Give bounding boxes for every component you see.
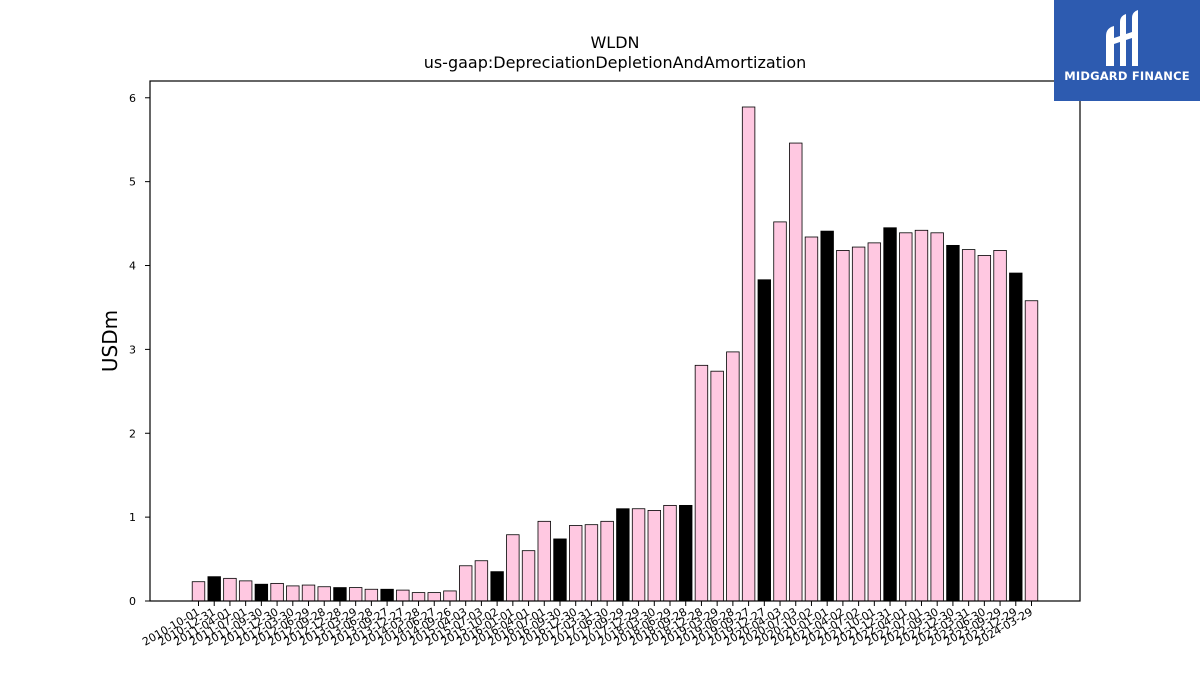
midgard-finance-logo: MIDGARD FINANCE <box>1054 0 1200 101</box>
bar-2011-09-30 <box>254 583 269 602</box>
y-axis-label: USDm <box>98 310 122 372</box>
y-tick-label: 5 <box>129 176 136 189</box>
bar-2012-09-28 <box>317 586 331 602</box>
x-ticks: 2010-10-012010-12-312011-04-012011-07-01… <box>140 601 1035 649</box>
bar-2011-12-30 <box>270 582 284 602</box>
logo-text: MIDGARD FINANCE <box>1064 69 1190 83</box>
bar-2017-03-31 <box>584 524 599 602</box>
y-tick-label: 1 <box>129 511 136 524</box>
bar-2023-03-31 <box>961 249 976 602</box>
bar-2022-04-01 <box>899 232 913 602</box>
bar-2012-12-28 <box>333 587 347 602</box>
bar-2017-06-30 <box>600 520 614 602</box>
bar-2014-06-27 <box>427 592 441 602</box>
y-tick-label: 3 <box>129 343 136 356</box>
bar-2010-12-31 <box>207 576 221 602</box>
bar-2014-03-28 <box>411 592 426 602</box>
bar-2015-07-03 <box>474 560 489 602</box>
bar-2018-12-28 <box>694 364 709 602</box>
bar-2016-01-01 <box>506 534 520 602</box>
bar-2022-09-30 <box>930 232 944 602</box>
bar-2022-12-30 <box>946 244 960 602</box>
bar-2010-10-01 <box>191 581 206 602</box>
bar-2013-09-27 <box>380 588 394 602</box>
bar-2023-12-29 <box>1009 272 1023 602</box>
bar-2020-07-03 <box>789 142 803 602</box>
bar-2016-04-01 <box>521 550 536 602</box>
bar-2011-07-01 <box>238 580 253 602</box>
chart-subtitle: us-gaap:DepreciationDepletionAndAmortiza… <box>424 53 807 72</box>
bar-2016-07-01 <box>537 520 551 602</box>
bar-2024-03-29 <box>1024 300 1039 602</box>
bar-2023-06-30 <box>977 255 992 602</box>
plot-frame <box>149 80 1081 602</box>
bar-2021-12-31 <box>883 227 897 602</box>
logo-mark-icon <box>1106 10 1138 66</box>
bar-2021-10-01 <box>867 242 882 602</box>
bar-2015-04-03 <box>458 565 473 602</box>
bar-2017-09-29 <box>616 508 630 602</box>
bar-2013-06-28 <box>364 588 379 602</box>
bar-2015-10-02 <box>490 571 504 602</box>
y-tick-label: 0 <box>129 595 136 608</box>
bar-2021-07-02 <box>851 246 866 602</box>
bar-2016-12-30 <box>569 525 583 602</box>
bar-2022-07-01 <box>914 229 929 602</box>
bar-2019-09-27 <box>741 106 756 602</box>
y-tick-label: 2 <box>129 427 136 440</box>
bar-2020-10-02 <box>804 236 819 602</box>
y-ticks: 0 1 2 3 4 5 6 <box>129 92 150 608</box>
bar-2011-04-01 <box>223 577 237 602</box>
bar-2020-04-03 <box>773 221 787 602</box>
bar-2019-03-29 <box>710 370 724 602</box>
bar-2019-06-28 <box>726 351 740 602</box>
bar-2019-12-27 <box>757 279 771 602</box>
bar-2016-09-30 <box>553 538 567 602</box>
bar-2012-03-30 <box>286 585 300 602</box>
bar-2018-03-30 <box>647 510 661 602</box>
bars-layer <box>191 106 1039 602</box>
bar-2017-12-29 <box>631 508 646 602</box>
bar-2023-09-29 <box>993 250 1007 602</box>
bar-2013-12-27 <box>396 589 410 602</box>
bar-2018-09-28 <box>679 504 693 602</box>
bar-2018-06-29 <box>663 504 677 602</box>
bar-2013-03-29 <box>348 587 363 602</box>
y-tick-label: 4 <box>129 260 136 273</box>
bar-2014-09-26 <box>443 590 457 602</box>
y-tick-label: 6 <box>129 92 136 105</box>
bar-2021-01-01 <box>820 230 834 602</box>
bar-2012-06-29 <box>301 584 316 602</box>
bar-2021-04-02 <box>836 250 850 602</box>
chart-title: WLDN <box>590 33 639 52</box>
